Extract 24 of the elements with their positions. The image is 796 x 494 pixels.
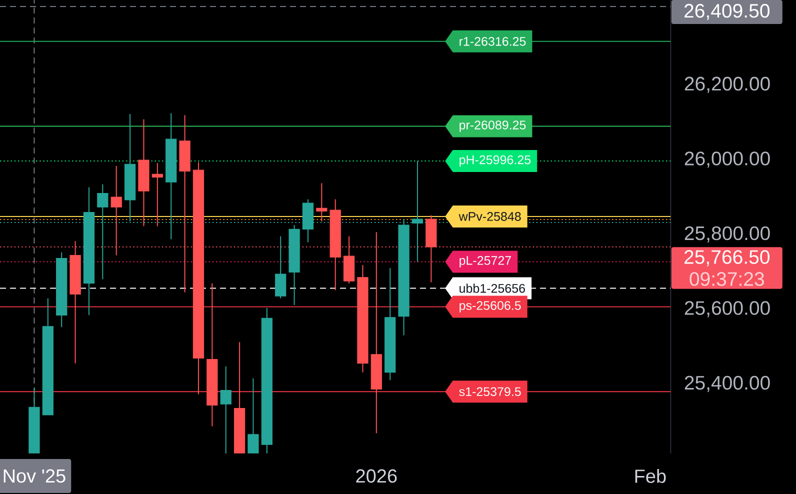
ref-line-label: pL-25727 <box>460 256 511 268</box>
x-tick-label: Feb <box>635 469 666 483</box>
candlestick <box>275 236 286 299</box>
ref-line-label: s1-25379.5 <box>459 387 521 396</box>
candlestick <box>316 182 328 222</box>
y-tick-label: 25,800.00 <box>684 226 770 242</box>
ref-line-label: pH-25996.25 <box>460 155 531 167</box>
ref-line-label: r1-26316.25 <box>460 36 526 46</box>
text: 09:37:23 <box>690 272 764 286</box>
candlestick <box>110 165 122 256</box>
ref-line-label: 26,409.50 <box>684 4 770 20</box>
candlestick <box>220 366 232 454</box>
ref-line-label: 25,766.50 <box>684 250 770 266</box>
x-tick-label: Nov '25 <box>4 469 66 483</box>
y-tick-label: 25,600.00 <box>684 301 770 318</box>
y-tick-label: 25,400.00 <box>684 376 770 392</box>
candlestick <box>152 162 163 227</box>
ref-line-label: wPv-25848 <box>458 212 521 221</box>
y-tick-label: 26,000.00 <box>684 152 770 168</box>
ref-line-label: pr-26089.25 <box>460 120 526 132</box>
ref-line-label: ubb1-25656 <box>460 284 525 293</box>
x-tick-label: 2026 <box>356 469 397 483</box>
ref-line-label: ps-25606.5 <box>460 301 521 312</box>
y-tick-label: 26,200.00 <box>684 76 770 93</box>
